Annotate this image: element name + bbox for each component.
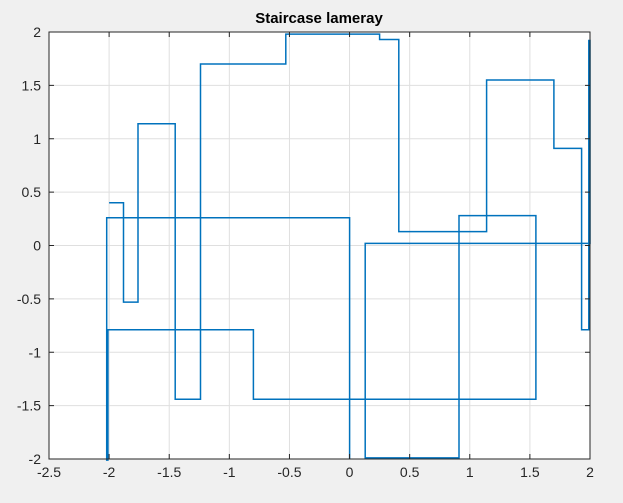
ticks <box>48 31 591 460</box>
y-tick-label: -1.5 <box>17 398 41 414</box>
x-tick-label: -1 <box>223 464 236 480</box>
y-tick-label: 1 <box>33 131 41 147</box>
x-tick-label: 1 <box>466 464 474 480</box>
y-tick-label: 1.5 <box>22 77 42 93</box>
x-tick-labels: -2.5 -2 -1.5 -1 -0.5 0 0.5 1 1.5 2 <box>37 464 594 480</box>
x-tick-label: -0.5 <box>277 464 301 480</box>
y-tick-label: -2 <box>29 451 42 467</box>
y-tick-label: 0 <box>33 238 41 254</box>
x-tick-label: -1.5 <box>157 464 181 480</box>
x-tick-label: 1.5 <box>520 464 540 480</box>
y-tick-labels: -2 -1.5 -1 -0.5 0 0.5 1 1.5 2 <box>17 24 41 467</box>
y-tick-label: -0.5 <box>17 291 41 307</box>
series-group <box>105 33 591 461</box>
x-tick-label: 0 <box>346 464 354 480</box>
x-tick-label: 0.5 <box>400 464 420 480</box>
x-tick-label: -2 <box>103 464 116 480</box>
x-tick-label: 2 <box>586 464 594 480</box>
x-tick-label: -2.5 <box>37 464 61 480</box>
y-tick-label: 2 <box>33 24 41 40</box>
y-tick-label: -1 <box>29 344 42 360</box>
chart-title: Staircase lameray <box>255 10 383 27</box>
y-tick-label: 0.5 <box>22 184 42 200</box>
staircase-line <box>105 33 591 461</box>
